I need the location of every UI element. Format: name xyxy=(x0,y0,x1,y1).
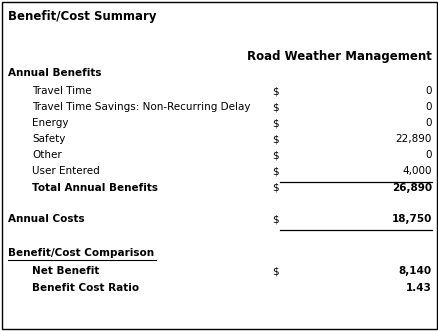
Text: 0: 0 xyxy=(424,150,431,160)
Text: 0: 0 xyxy=(424,86,431,96)
Text: Benefit/Cost Summary: Benefit/Cost Summary xyxy=(8,10,156,23)
Text: 18,750: 18,750 xyxy=(391,214,431,224)
Text: Road Weather Management: Road Weather Management xyxy=(247,50,431,63)
Text: 22,890: 22,890 xyxy=(395,134,431,144)
Text: Annual Benefits: Annual Benefits xyxy=(8,68,101,78)
Text: Net Benefit: Net Benefit xyxy=(32,266,99,276)
Text: Other: Other xyxy=(32,150,62,160)
Text: $: $ xyxy=(272,166,278,176)
Text: 26,890: 26,890 xyxy=(391,183,431,193)
Text: Benefit Cost Ratio: Benefit Cost Ratio xyxy=(32,283,139,293)
Text: Travel Time: Travel Time xyxy=(32,86,92,96)
Text: Benefit/Cost Comparison: Benefit/Cost Comparison xyxy=(8,248,154,258)
Text: Energy: Energy xyxy=(32,118,68,128)
Text: 4,000: 4,000 xyxy=(402,166,431,176)
Text: User Entered: User Entered xyxy=(32,166,99,176)
Text: Travel Time Savings: Non-Recurring Delay: Travel Time Savings: Non-Recurring Delay xyxy=(32,102,250,112)
Text: $: $ xyxy=(272,118,278,128)
Text: Safety: Safety xyxy=(32,134,65,144)
Text: $: $ xyxy=(272,102,278,112)
Text: 0: 0 xyxy=(424,118,431,128)
Text: 0: 0 xyxy=(424,102,431,112)
Text: Total Annual Benefits: Total Annual Benefits xyxy=(32,183,158,193)
Text: $: $ xyxy=(272,86,278,96)
Text: $: $ xyxy=(272,266,278,276)
Text: $: $ xyxy=(272,214,278,224)
Text: $: $ xyxy=(272,150,278,160)
Text: $: $ xyxy=(272,134,278,144)
Text: 1.43: 1.43 xyxy=(405,283,431,293)
Text: $: $ xyxy=(272,183,278,193)
Text: 8,140: 8,140 xyxy=(398,266,431,276)
Text: Annual Costs: Annual Costs xyxy=(8,214,85,224)
